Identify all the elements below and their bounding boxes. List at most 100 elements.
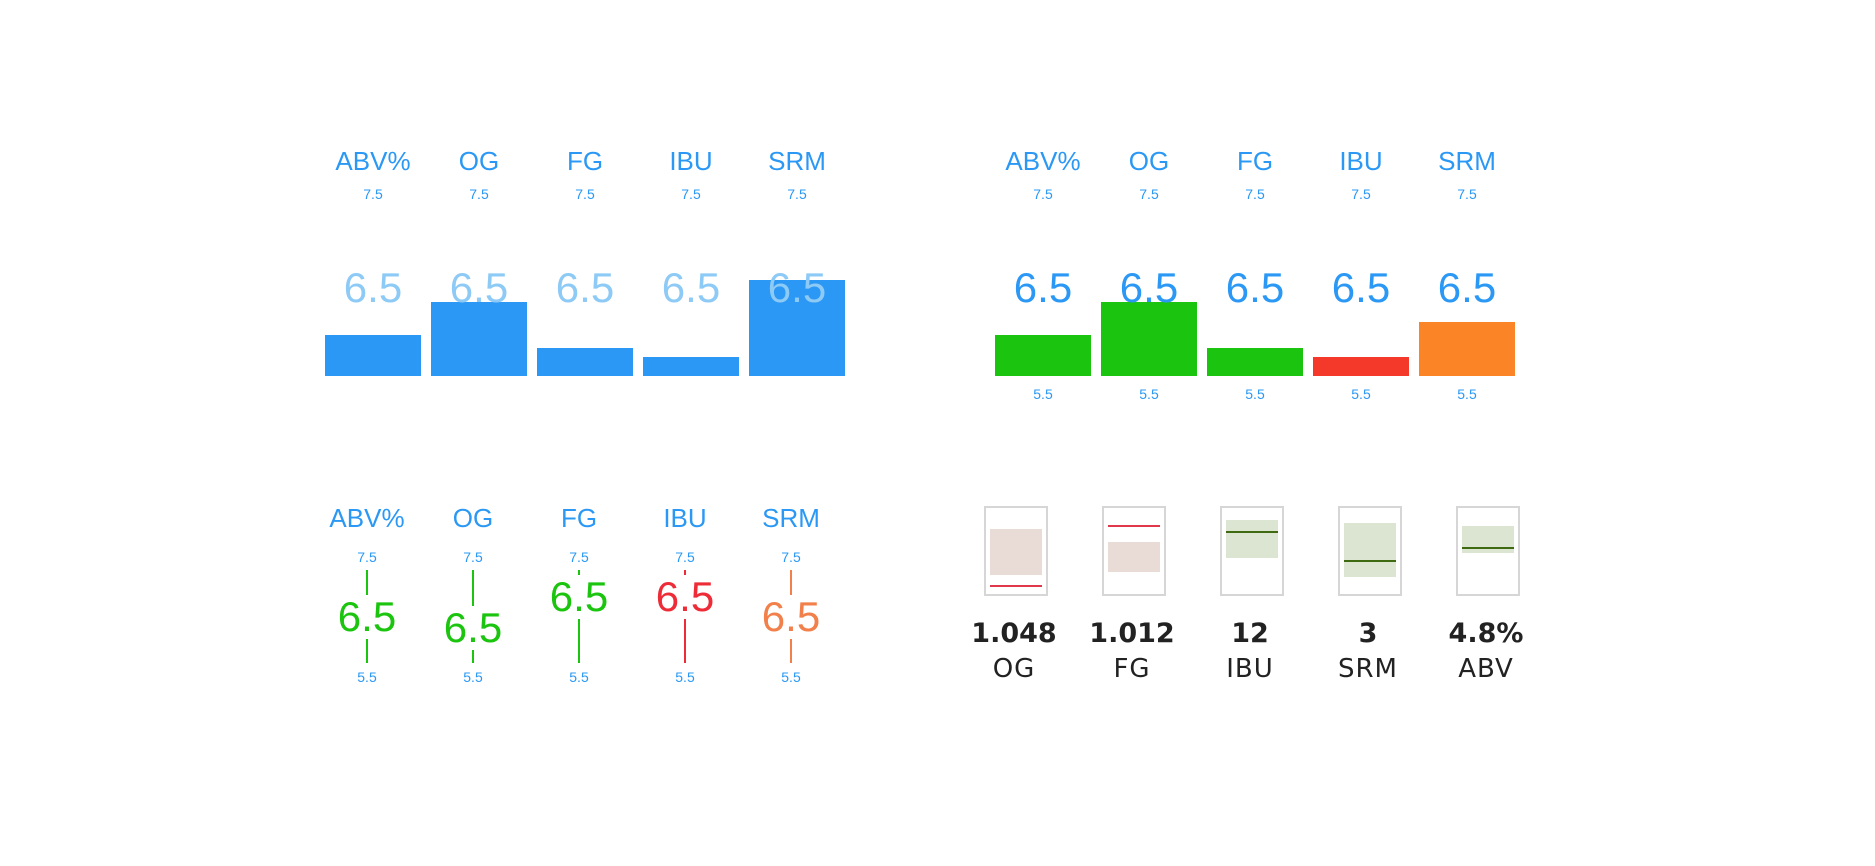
range-box [1338, 506, 1402, 596]
range-box [984, 506, 1048, 596]
metric-value: 6.5 [767, 264, 827, 311]
range-max: 7.5 [1139, 186, 1159, 202]
value-bar [1101, 302, 1197, 376]
metric-value: 6.5 [443, 603, 503, 651]
value-marker [1108, 525, 1160, 527]
metric-value: 6.5 [1331, 264, 1391, 311]
value-marker [990, 585, 1042, 587]
metric-value: 6.5 [761, 592, 821, 640]
value-bar [537, 348, 633, 376]
metric-value: 6.5 [1225, 264, 1285, 311]
metric-label: IBU [669, 146, 713, 176]
range-max: 7.5 [787, 186, 807, 202]
range-max: 7.5 [675, 549, 695, 565]
range-line-upper [790, 570, 792, 595]
value-bar [643, 357, 739, 376]
metric-label: FG [1236, 146, 1274, 176]
metric-label: IBU [1339, 146, 1383, 176]
range-min: 5.5 [1139, 386, 1159, 402]
panel-stat-boxes: 1.048 OG 1.012 FG 12 IBU 3 SRM 4.8% ABV [971, 500, 1540, 780]
range-min: 5.5 [463, 669, 483, 685]
metric-value: 6.5 [661, 264, 721, 311]
value-bar [1313, 357, 1409, 376]
stat-name: OG [992, 654, 1036, 684]
range-max: 7.5 [1351, 186, 1371, 202]
value-bar [995, 335, 1091, 376]
range-max: 7.5 [1457, 186, 1477, 202]
panel-blue-bars: ABV% 7.5 6.5 OG 7.5 6.5 FG 7.5 6.5 IBU 7.5 6.5 SRM 7.… [325, 140, 885, 420]
value-bar [749, 280, 845, 376]
stat-value: 3 [1358, 618, 1378, 649]
range-min: 5.5 [1351, 386, 1371, 402]
metric-label: SRM [768, 146, 826, 176]
range-max: 7.5 [1033, 186, 1053, 202]
value-bar [325, 335, 421, 376]
range-fill [1344, 523, 1396, 577]
range-max: 7.5 [575, 186, 595, 202]
value-bar [431, 302, 527, 376]
metric-label: OG [458, 146, 500, 176]
range-line-lower [472, 649, 474, 663]
stat-name: FG [1113, 654, 1151, 684]
range-max: 7.5 [469, 186, 489, 202]
range-line-upper [578, 570, 580, 575]
metric-value: 6.5 [555, 264, 615, 311]
range-line-lower [790, 638, 792, 663]
value-bar [1207, 348, 1303, 376]
range-line-upper [472, 570, 474, 606]
range-line-upper [366, 570, 368, 595]
stat-name: IBU [1226, 654, 1274, 684]
stat-value: 1.048 [971, 618, 1057, 649]
range-min: 5.5 [1245, 386, 1265, 402]
value-marker [1344, 560, 1396, 562]
value-marker [1226, 531, 1278, 533]
range-max: 7.5 [363, 186, 383, 202]
metric-value: 6.5 [1119, 264, 1179, 311]
range-line-lower [366, 638, 368, 663]
range-min: 5.5 [1457, 386, 1477, 402]
metric-label: FG [566, 146, 604, 176]
range-max: 7.5 [1245, 186, 1265, 202]
panel-status-bars: ABV% 7.5 6.5 5.5 OG 7.5 6.5 5.5 FG 7.5 6.5 5.5 IBU 7.… [995, 140, 1555, 420]
metric-value: 6.5 [337, 592, 397, 640]
metric-label: SRM [762, 503, 820, 533]
metric-label: ABV% [335, 146, 411, 176]
range-fill [1108, 542, 1160, 572]
stat-value: 12 [1231, 618, 1269, 649]
panel-range-indicators: ABV% 7.5 5.5 6.5 OG 7.5 5.5 6.5 FG 7.5 5.5 6.5 IBU 7.… [325, 495, 885, 775]
stat-value: 4.8% [1448, 618, 1524, 649]
stat-name: SRM [1337, 654, 1398, 684]
metric-label: IBU [663, 503, 707, 533]
range-min: 5.5 [1033, 386, 1053, 402]
range-fill [990, 529, 1042, 575]
range-box [1220, 506, 1284, 596]
metric-value: 6.5 [449, 264, 509, 311]
range-max: 7.5 [357, 549, 377, 565]
metric-label: SRM [1438, 146, 1496, 176]
range-box [1456, 506, 1520, 596]
metric-label: ABV% [329, 503, 405, 533]
metric-value: 6.5 [1437, 264, 1497, 311]
stat-value: 1.012 [1089, 618, 1175, 649]
metric-value: 6.5 [655, 572, 715, 620]
range-line-upper [684, 570, 686, 575]
value-bar [1419, 322, 1515, 376]
metric-label: OG [1128, 146, 1170, 176]
range-line-lower [578, 618, 580, 663]
metric-value: 6.5 [549, 572, 609, 620]
metric-value: 6.5 [1013, 264, 1073, 311]
metric-label: OG [452, 503, 494, 533]
range-max: 7.5 [569, 549, 589, 565]
range-min: 5.5 [675, 669, 695, 685]
range-box [1102, 506, 1166, 596]
range-min: 5.5 [781, 669, 801, 685]
value-marker [1462, 547, 1514, 549]
metric-label: ABV% [1005, 146, 1081, 176]
range-max: 7.5 [681, 186, 701, 202]
range-min: 5.5 [357, 669, 377, 685]
range-max: 7.5 [781, 549, 801, 565]
range-min: 5.5 [569, 669, 589, 685]
metric-value: 6.5 [343, 264, 403, 311]
metric-label: FG [560, 503, 598, 533]
range-fill [1226, 520, 1278, 558]
